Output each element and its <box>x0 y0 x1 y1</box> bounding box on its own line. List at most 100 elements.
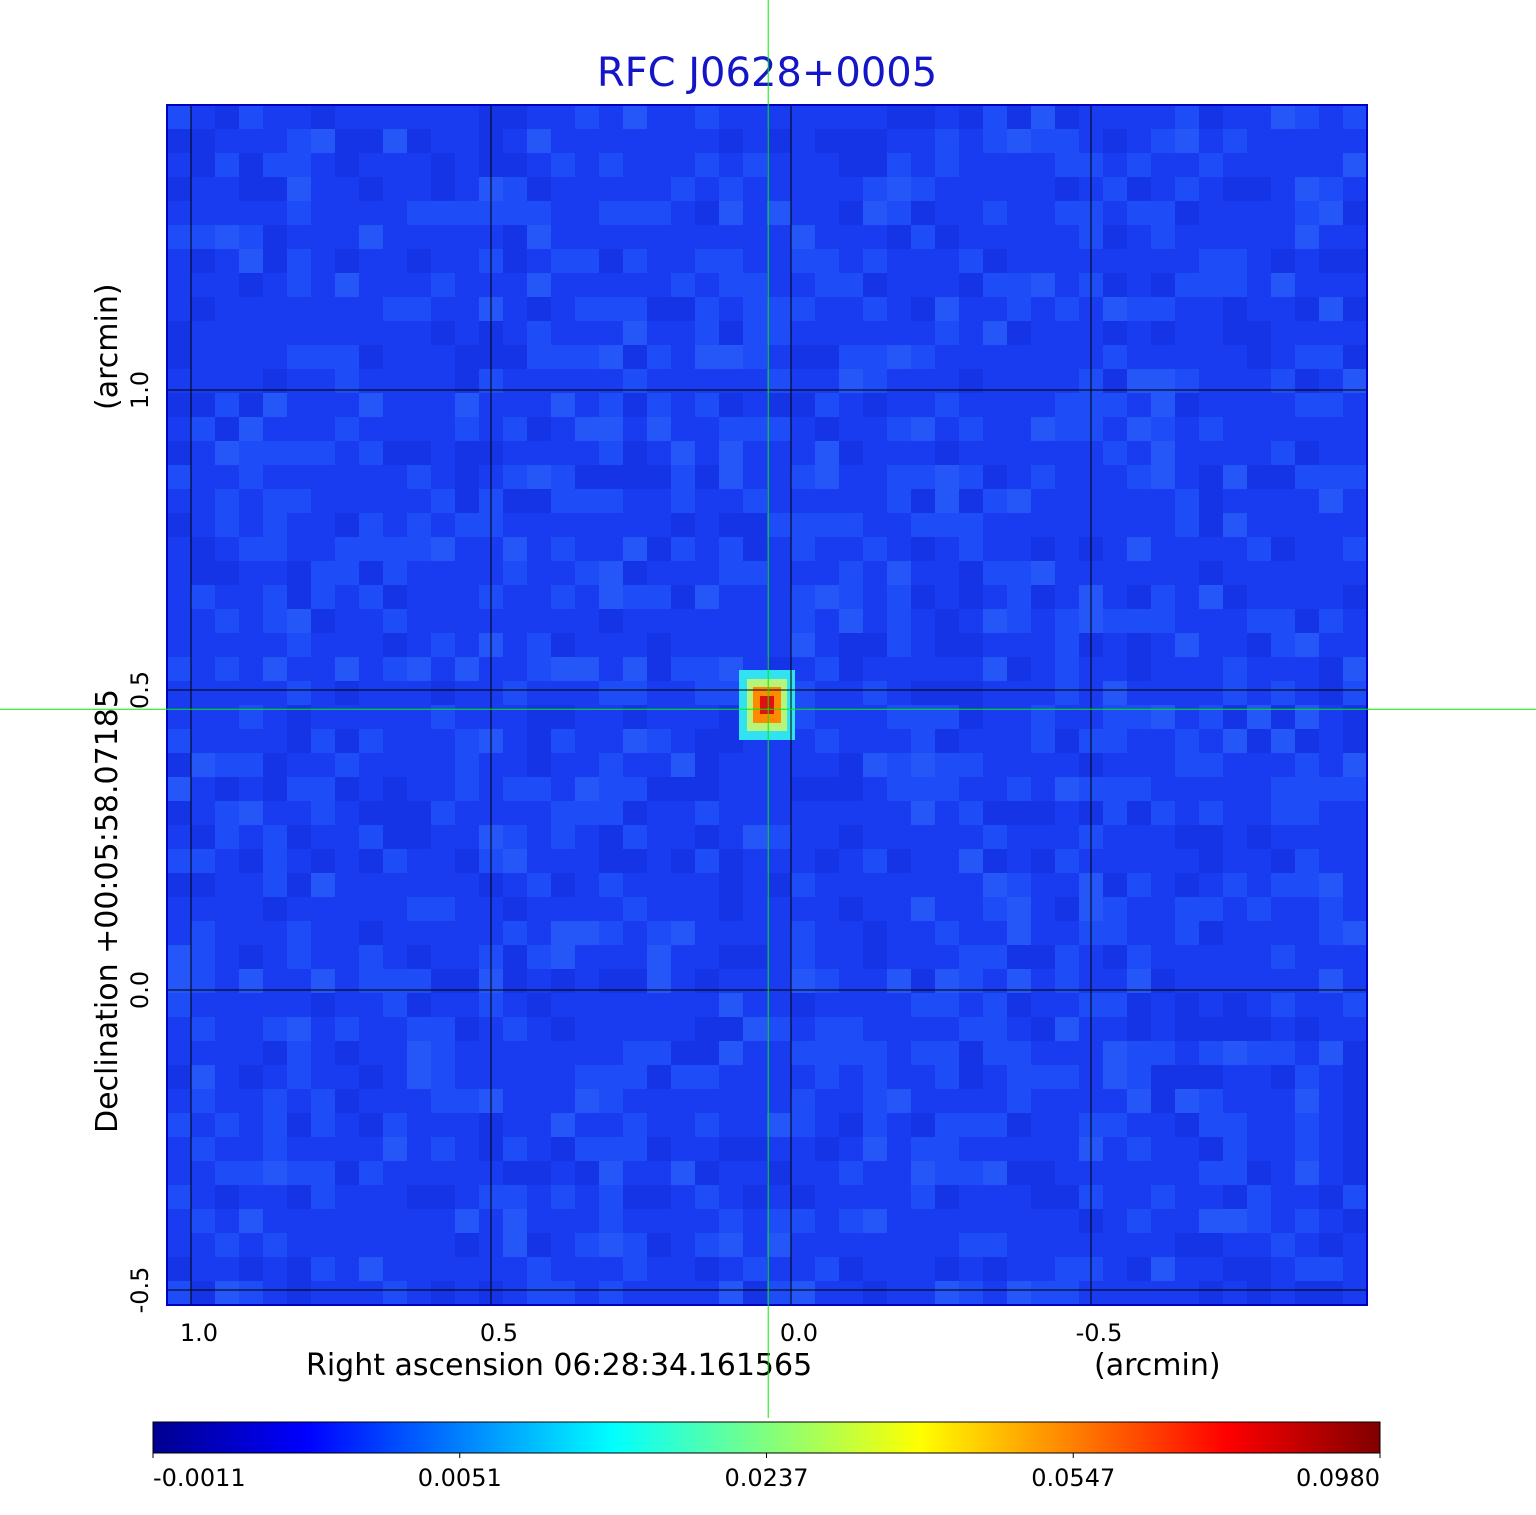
noise-pixel <box>959 513 983 537</box>
noise-pixel <box>935 921 959 945</box>
noise-pixel <box>623 729 647 753</box>
noise-pixel <box>431 201 455 225</box>
noise-pixel <box>1295 369 1319 393</box>
noise-pixel <box>695 465 719 489</box>
noise-pixel <box>311 1185 335 1209</box>
noise-pixel <box>863 369 887 393</box>
noise-pixel <box>815 129 839 153</box>
noise-pixel <box>527 345 551 369</box>
noise-pixel <box>1127 1017 1151 1041</box>
noise-pixel <box>239 105 263 129</box>
noise-pixel <box>599 1065 623 1089</box>
noise-pixel <box>1319 1041 1343 1065</box>
noise-pixel <box>1103 297 1127 321</box>
noise-pixel <box>455 777 479 801</box>
noise-pixel <box>887 201 911 225</box>
noise-pixel <box>431 801 455 825</box>
noise-pixel <box>1295 177 1319 201</box>
noise-pixel <box>647 1185 671 1209</box>
noise-pixel <box>815 657 839 681</box>
noise-pixel <box>167 177 191 201</box>
noise-pixel <box>863 249 887 273</box>
noise-pixel <box>1127 201 1151 225</box>
noise-pixel <box>263 897 287 921</box>
noise-pixel <box>623 249 647 273</box>
noise-pixel <box>983 1233 1007 1257</box>
noise-pixel <box>455 201 479 225</box>
noise-pixel <box>623 849 647 873</box>
noise-pixel <box>239 537 263 561</box>
noise-pixel <box>791 465 815 489</box>
noise-pixel <box>647 921 671 945</box>
noise-pixel <box>887 177 911 201</box>
noise-pixel <box>431 969 455 993</box>
noise-pixel <box>263 393 287 417</box>
noise-pixel <box>1247 1041 1271 1065</box>
noise-pixel <box>1247 897 1271 921</box>
noise-pixel <box>671 297 695 321</box>
noise-pixel <box>527 633 551 657</box>
noise-pixel <box>1175 129 1199 153</box>
noise-pixel <box>599 753 623 777</box>
noise-pixel <box>287 129 311 153</box>
noise-pixel <box>263 537 287 561</box>
noise-pixel <box>1055 1281 1079 1305</box>
noise-pixel <box>287 585 311 609</box>
noise-pixel <box>959 369 983 393</box>
noise-pixel <box>191 129 215 153</box>
noise-pixel <box>191 849 215 873</box>
noise-pixel <box>791 1113 815 1137</box>
noise-pixel <box>863 1089 887 1113</box>
noise-pixel <box>1223 177 1247 201</box>
noise-pixel <box>311 777 335 801</box>
noise-pixel <box>1103 993 1127 1017</box>
noise-pixel <box>191 1209 215 1233</box>
noise-pixel <box>1199 273 1223 297</box>
colorbar-tick-label: 0.0051 <box>418 1464 502 1492</box>
noise-pixel <box>527 489 551 513</box>
noise-pixel <box>719 201 743 225</box>
noise-pixel <box>671 1041 695 1065</box>
noise-pixel <box>263 777 287 801</box>
noise-pixel <box>287 345 311 369</box>
noise-pixel <box>935 1257 959 1281</box>
noise-pixel <box>503 1233 527 1257</box>
noise-pixel <box>719 417 743 441</box>
noise-pixel <box>719 465 743 489</box>
noise-pixel <box>407 801 431 825</box>
noise-pixel <box>671 537 695 561</box>
noise-pixel <box>1223 273 1247 297</box>
noise-pixel <box>911 753 935 777</box>
noise-pixel <box>1271 369 1295 393</box>
noise-pixel <box>1199 801 1223 825</box>
noise-pixel <box>935 129 959 153</box>
noise-pixel <box>1055 297 1079 321</box>
noise-pixel <box>1295 705 1319 729</box>
noise-pixel <box>359 393 383 417</box>
noise-pixel <box>575 1233 599 1257</box>
noise-pixel <box>1055 1257 1079 1281</box>
noise-pixel <box>383 777 407 801</box>
noise-pixel <box>839 1017 863 1041</box>
noise-pixel <box>719 249 743 273</box>
noise-pixel <box>1055 393 1079 417</box>
noise-pixel <box>1199 1089 1223 1113</box>
noise-pixel <box>431 273 455 297</box>
noise-pixel <box>959 105 983 129</box>
noise-pixel <box>695 201 719 225</box>
noise-pixel <box>935 1161 959 1185</box>
noise-pixel <box>839 777 863 801</box>
noise-pixel <box>335 537 359 561</box>
noise-pixel <box>287 729 311 753</box>
noise-pixel <box>263 441 287 465</box>
noise-pixel <box>1175 825 1199 849</box>
noise-pixel <box>1127 465 1151 489</box>
noise-pixel <box>791 1041 815 1065</box>
noise-pixel <box>791 513 815 537</box>
noise-pixel <box>383 561 407 585</box>
noise-pixel <box>191 249 215 273</box>
noise-pixel <box>167 1281 191 1305</box>
noise-pixel <box>1199 1041 1223 1065</box>
noise-pixel <box>1223 513 1247 537</box>
noise-pixel <box>1199 1209 1223 1233</box>
